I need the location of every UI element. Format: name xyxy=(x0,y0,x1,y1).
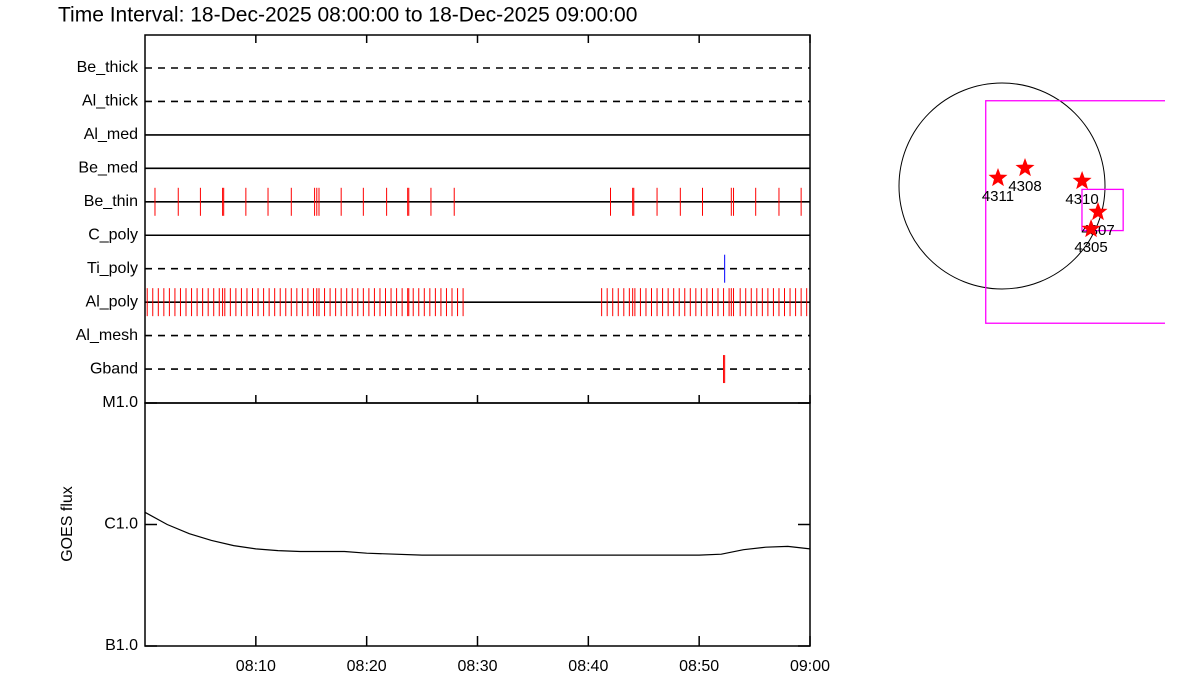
y-axis-label: GOES flux xyxy=(59,486,76,562)
filter-label: Al_thick xyxy=(82,93,139,110)
field-of-view xyxy=(985,100,1165,324)
filter-label: Be_thick xyxy=(77,59,139,76)
filter-label: Al_mesh xyxy=(76,327,138,344)
x-tick-label: 08:20 xyxy=(347,658,387,675)
filter-label: Al_poly xyxy=(86,293,138,310)
chart-title: Time Interval: 18-Dec-2025 08:00:00 to 1… xyxy=(58,4,637,27)
region-label: 4307 xyxy=(1081,222,1114,239)
region-marker xyxy=(1081,219,1101,238)
filter-label: C_poly xyxy=(88,226,138,243)
region-label: 4310 xyxy=(1065,191,1098,208)
region-label: 4308 xyxy=(1008,178,1041,195)
filter-label: Be_thin xyxy=(84,193,138,210)
filter-label: Al_med xyxy=(84,126,138,143)
x-tick-label: 09:00 xyxy=(790,658,830,675)
region-label: 4305 xyxy=(1074,239,1107,256)
region-marker xyxy=(988,168,1008,187)
filter-label: Gband xyxy=(90,360,138,377)
x-tick-label: 08:30 xyxy=(457,658,497,675)
field-of-view xyxy=(1081,188,1124,232)
x-tick-label: 08:50 xyxy=(679,658,719,675)
region-marker xyxy=(1015,158,1035,177)
timeline-frame xyxy=(144,34,811,404)
region-marker xyxy=(1072,171,1092,190)
x-tick-label: 08:10 xyxy=(236,658,276,675)
x-tick-label: 08:40 xyxy=(568,658,608,675)
goes-frame xyxy=(144,402,811,647)
region-marker xyxy=(1088,202,1108,221)
solar-disk xyxy=(898,82,1106,290)
y-tick-label: B1.0 xyxy=(105,637,138,654)
y-tick-label: M1.0 xyxy=(102,394,138,411)
y-tick-label: C1.0 xyxy=(104,516,138,533)
filter-label: Be_med xyxy=(78,160,138,177)
goes-line xyxy=(144,511,811,556)
filter-label: Ti_poly xyxy=(87,260,138,277)
region-label: 4311 xyxy=(982,188,1014,205)
